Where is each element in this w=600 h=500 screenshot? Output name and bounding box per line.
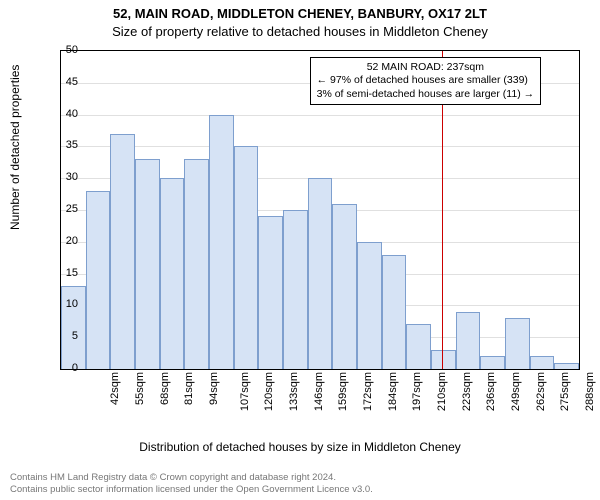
callout-line: ← 97% of detached houses are smaller (33… xyxy=(317,74,535,87)
y-tick-label: 0 xyxy=(48,362,78,374)
histogram-bar xyxy=(456,312,481,369)
x-tick-label: 107sqm xyxy=(239,372,251,411)
x-tick-label: 249sqm xyxy=(510,372,522,411)
histogram-bar xyxy=(308,178,333,369)
callout-line: 52 MAIN ROAD: 237sqm xyxy=(317,61,535,74)
x-tick-label: 197sqm xyxy=(411,372,423,411)
x-tick-label: 120sqm xyxy=(263,372,275,411)
y-tick-label: 15 xyxy=(48,267,78,279)
x-tick-label: 236sqm xyxy=(485,372,497,411)
x-tick-label: 55sqm xyxy=(134,372,146,405)
x-tick-label: 42sqm xyxy=(109,372,121,405)
x-tick-label: 159sqm xyxy=(337,372,349,411)
chart-title-sub: Size of property relative to detached ho… xyxy=(0,24,600,39)
y-tick-label: 20 xyxy=(48,235,78,247)
gridline xyxy=(61,115,579,116)
histogram-bar xyxy=(357,242,382,369)
histogram-bar xyxy=(406,324,431,369)
x-tick-label: 262sqm xyxy=(535,372,547,411)
y-tick-label: 45 xyxy=(48,76,78,88)
y-tick-label: 25 xyxy=(48,203,78,215)
histogram-bar xyxy=(382,255,407,369)
histogram-bar xyxy=(283,210,308,369)
histogram-bar xyxy=(258,216,283,369)
footer-line-2: Contains public sector information licen… xyxy=(10,484,590,496)
x-tick-label: 275sqm xyxy=(559,372,571,411)
x-tick-label: 172sqm xyxy=(362,372,374,411)
histogram-bar xyxy=(110,134,135,369)
chart-container: 52, MAIN ROAD, MIDDLETON CHENEY, BANBURY… xyxy=(0,0,600,500)
x-axis-label: Distribution of detached houses by size … xyxy=(0,440,600,454)
y-tick-label: 5 xyxy=(48,330,78,342)
histogram-bar xyxy=(234,146,259,369)
callout-box: 52 MAIN ROAD: 237sqm← 97% of detached ho… xyxy=(310,57,542,104)
y-axis-label: Number of detached properties xyxy=(8,65,22,230)
y-tick-label: 40 xyxy=(48,108,78,120)
x-tick-label: 184sqm xyxy=(387,372,399,411)
x-tick-label: 146sqm xyxy=(313,372,325,411)
histogram-bar xyxy=(530,356,555,369)
histogram-bar xyxy=(86,191,111,369)
x-tick-label: 94sqm xyxy=(208,372,220,405)
x-tick-label: 210sqm xyxy=(436,372,448,411)
y-tick-label: 30 xyxy=(48,171,78,183)
x-tick-label: 68sqm xyxy=(159,372,171,405)
histogram-bar xyxy=(160,178,185,369)
x-tick-label: 133sqm xyxy=(288,372,300,411)
footer-line-1: Contains HM Land Registry data © Crown c… xyxy=(10,472,590,484)
histogram-bar xyxy=(431,350,456,369)
x-tick-label: 223sqm xyxy=(461,372,473,411)
histogram-bar xyxy=(209,115,234,369)
callout-line: 3% of semi-detached houses are larger (1… xyxy=(317,88,535,101)
plot-area: 52 MAIN ROAD: 237sqm← 97% of detached ho… xyxy=(60,50,580,370)
x-tick-label: 288sqm xyxy=(584,372,596,411)
histogram-bar xyxy=(135,159,160,369)
histogram-bar xyxy=(505,318,530,369)
histogram-bar xyxy=(480,356,505,369)
chart-title-main: 52, MAIN ROAD, MIDDLETON CHENEY, BANBURY… xyxy=(0,6,600,21)
histogram-bar xyxy=(332,204,357,369)
footer-credits: Contains HM Land Registry data © Crown c… xyxy=(10,472,590,496)
y-tick-label: 50 xyxy=(48,44,78,56)
histogram-bar xyxy=(554,363,579,369)
histogram-bar xyxy=(184,159,209,369)
y-tick-label: 35 xyxy=(48,139,78,151)
gridline xyxy=(61,146,579,147)
x-tick-label: 81sqm xyxy=(183,372,195,405)
y-tick-label: 10 xyxy=(48,298,78,310)
